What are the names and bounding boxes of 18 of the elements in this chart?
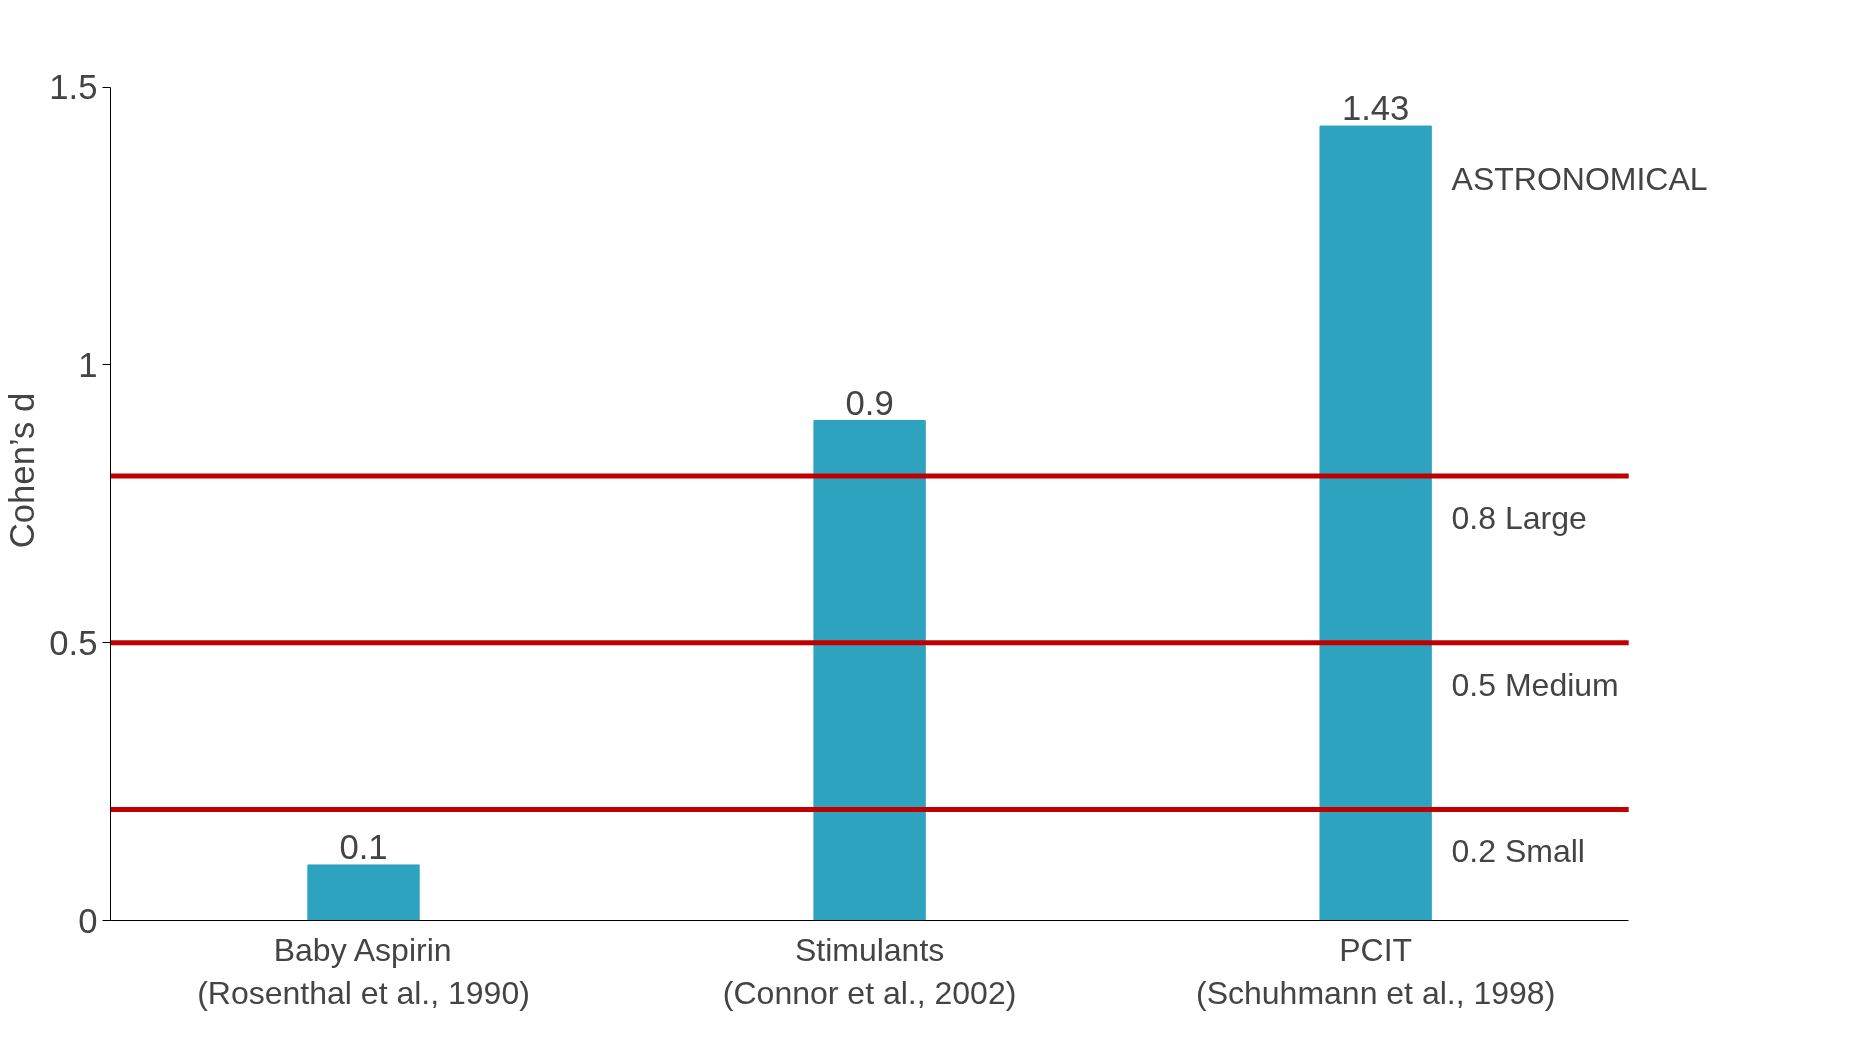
bar [307, 864, 420, 921]
x-tick-label: Baby Aspirin (Rosenthal et al., 1990) [197, 931, 530, 1011]
y-tick-label: 1 [78, 345, 98, 384]
data-label: 0.9 [845, 383, 894, 422]
data-label: 1.43 [1341, 89, 1410, 128]
ref-line-label: 0.8 Large [1451, 500, 1587, 537]
bar [813, 420, 926, 921]
x-tick-label: PCIT (Schuhmann et al., 1998) [1195, 931, 1556, 1011]
y-tick-label: 0.5 [49, 623, 98, 662]
ref-line-label: 0.2 Small [1451, 833, 1585, 870]
ref-line-label: 0.5 Medium [1451, 666, 1619, 703]
annotation: ASTRONOMICAL [1451, 161, 1708, 198]
y-tick-label: 1.5 [49, 68, 98, 107]
x-tick-label: Stimulants (Connor et al., 2002) [722, 931, 1017, 1011]
bar [1319, 125, 1432, 921]
data-label: 0.1 [339, 827, 388, 866]
y-tick-label: 0 [78, 901, 98, 940]
y-axis-title: Cohen’s d [3, 392, 42, 549]
